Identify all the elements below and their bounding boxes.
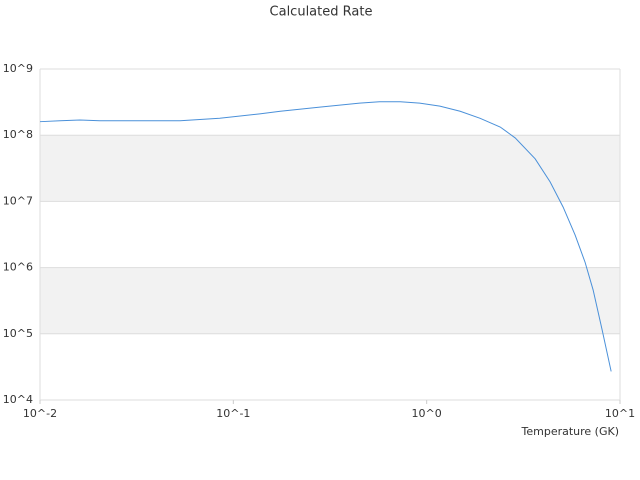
x-tick-label: 10^-1 — [216, 407, 250, 420]
y-tick-label: 10^7 — [3, 194, 33, 207]
grid-band — [40, 267, 620, 334]
y-tick-label: 10^9 — [3, 62, 33, 75]
x-tick-label: 10^0 — [412, 407, 442, 420]
y-tick-label: 10^8 — [3, 128, 33, 141]
chart-title: Calculated Rate — [270, 5, 373, 20]
x-tick-label: 10^-2 — [23, 407, 57, 420]
x-axis-label: Temperature (GK) — [521, 425, 620, 438]
y-tick-label: 10^5 — [3, 327, 33, 340]
y-tick-label: 10^6 — [3, 261, 33, 274]
grid-band — [40, 135, 620, 202]
y-tick-label: 10^4 — [3, 393, 33, 406]
x-tick-label: 10^1 — [605, 407, 635, 420]
data-line — [39, 101, 612, 372]
